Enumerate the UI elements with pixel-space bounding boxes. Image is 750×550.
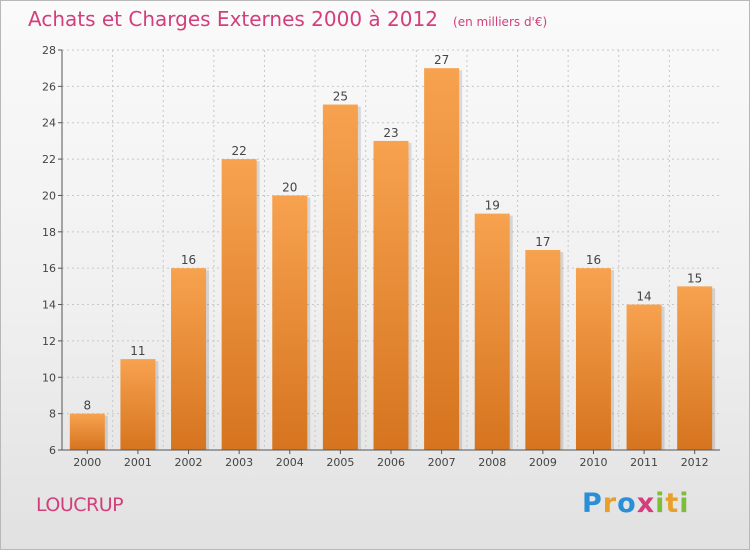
data-label: 16 (586, 253, 601, 267)
data-label: 11 (130, 344, 145, 358)
proxiti-logo[interactable]: Proxiti (582, 488, 690, 519)
data-labels: 8 11 16 22 20 25 23 27 19 17 16 14 15 (83, 53, 702, 412)
bar-2003[interactable] (221, 159, 257, 450)
gridlines (62, 49, 720, 451)
y-tick-label: 28 (42, 44, 56, 57)
x-tick-label: 2004 (276, 456, 304, 469)
x-tick-label: 2010 (579, 456, 607, 469)
data-label: 19 (485, 199, 500, 213)
x-tick-label: 2007 (428, 456, 456, 469)
bar-2005[interactable] (322, 104, 358, 450)
x-tick-label: 2003 (225, 456, 253, 469)
bar-2012[interactable] (677, 286, 713, 450)
title-row: Achats et Charges Externes 2000 à 2012 (… (28, 7, 547, 31)
chart-subtitle: (en milliers d'€) (453, 15, 548, 29)
bar-2002[interactable] (171, 268, 207, 450)
y-tick-label: 20 (42, 189, 56, 202)
y-tick-label: 18 (42, 226, 56, 239)
data-label: 22 (232, 144, 247, 158)
axes: 6 8 10 12 14 16 18 20 22 24 26 28 2000 2001 2002 2003 20… (42, 44, 720, 469)
y-tick-label: 24 (42, 117, 56, 130)
bar-2000[interactable] (69, 413, 105, 450)
x-tick-label: 2006 (377, 456, 405, 469)
y-tick-label: 6 (49, 444, 56, 457)
bar-2008[interactable] (474, 213, 510, 450)
y-tick-label: 8 (49, 408, 56, 421)
data-label: 8 (83, 399, 91, 413)
x-tick-label: 2000 (73, 456, 101, 469)
bar-2004[interactable] (272, 195, 308, 450)
y-tick-label: 16 (42, 262, 56, 275)
x-tick-label: 2011 (630, 456, 658, 469)
bar-2010[interactable] (575, 268, 611, 450)
bar-2006[interactable] (373, 140, 409, 450)
x-tick-label: 2012 (681, 456, 709, 469)
x-tick-label: 2005 (326, 456, 354, 469)
data-label: 25 (333, 90, 348, 104)
commune-name: LOUCRUP (36, 494, 124, 516)
data-label: 23 (383, 126, 398, 140)
y-tick-label: 14 (42, 299, 56, 312)
x-tick-label: 2009 (529, 456, 557, 469)
bar-2001[interactable] (120, 359, 156, 450)
x-tick-label: 2001 (124, 456, 152, 469)
chart-title: Achats et Charges Externes 2000 à 2012 (28, 7, 438, 31)
y-tick-label: 26 (42, 80, 56, 93)
bar-2009[interactable] (525, 250, 561, 450)
x-tick-label: 2008 (478, 456, 506, 469)
data-label: 17 (535, 235, 550, 249)
y-tick-label: 10 (42, 371, 56, 384)
data-label: 14 (636, 290, 651, 304)
data-label: 20 (282, 180, 297, 194)
data-label: 15 (687, 271, 702, 285)
y-tick-label: 22 (42, 153, 56, 166)
data-label: 16 (181, 253, 196, 267)
x-tick-label: 2002 (175, 456, 203, 469)
y-tick-label: 12 (42, 335, 56, 348)
bar-2011[interactable] (626, 304, 662, 450)
bar-2007[interactable] (424, 68, 460, 450)
bars (69, 68, 716, 450)
data-label: 27 (434, 53, 449, 67)
